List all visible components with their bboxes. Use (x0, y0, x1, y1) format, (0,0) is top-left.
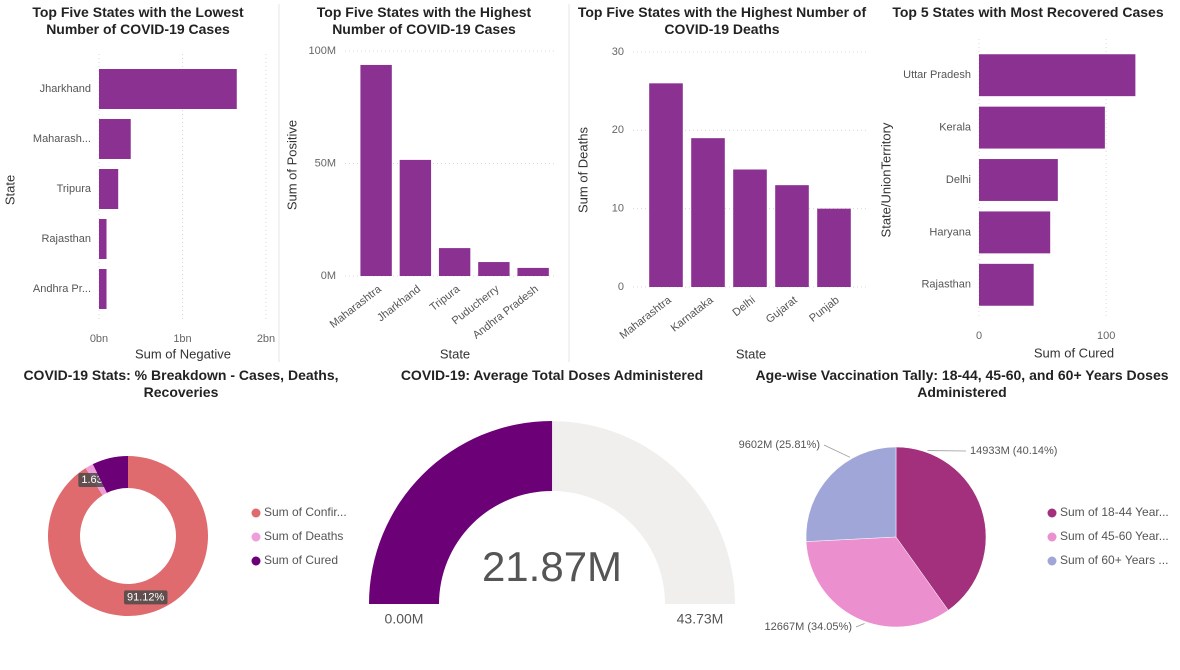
donut-slice (47, 456, 208, 617)
chart-title: COVID-19: Average Total Doses Administer… (400, 367, 704, 383)
y-tick-label: Rajasthan (41, 233, 91, 245)
bar (399, 159, 432, 276)
x-tick-label: 0 (976, 330, 982, 342)
legend-swatch (1047, 508, 1057, 518)
y-axis-title: Sum of Positive (284, 120, 299, 210)
y-tick-label: 100M (308, 45, 336, 57)
x-axis-title: Sum of Cured (1034, 345, 1114, 360)
y-axis-title: Sum of Deaths (575, 127, 590, 213)
chart-title: COVID-19 Stats: % Breakdown - Cases, Dea… (23, 367, 339, 400)
bar (691, 138, 725, 287)
bar (979, 106, 1105, 149)
leader-line (855, 623, 865, 628)
x-tick-label: 100 (1097, 330, 1115, 342)
x-tick-label: Karnataka (669, 294, 717, 335)
x-tick-label: Tripura (428, 283, 463, 314)
chart-title: Top Five States with the Highest Number … (577, 4, 867, 37)
x-axis-title: Sum of Negative (135, 346, 231, 361)
x-tick-label: Andhra Pradesh (471, 283, 541, 341)
bar (99, 219, 107, 259)
legend-swatch (251, 556, 261, 566)
x-tick-label: 2bn (257, 333, 275, 345)
y-tick-label: Jharkhand (40, 83, 91, 95)
x-tick-label: Punjab (807, 294, 841, 325)
bar (478, 262, 510, 276)
x-tick-label: Delhi (730, 294, 757, 319)
y-tick-label: Delhi (946, 174, 971, 186)
x-axis-title: State (736, 346, 766, 361)
x-tick-label: 1bn (173, 333, 191, 345)
bar (438, 248, 471, 276)
bar (360, 64, 392, 276)
data-label: 9602M (25.81%) (739, 439, 820, 451)
bar (99, 69, 237, 109)
data-label: 14933M (40.14%) (970, 445, 1057, 457)
legend-label: Sum of Deaths (264, 529, 343, 543)
y-tick-label: 20 (612, 124, 624, 136)
legend-label: Sum of 45-60 Year... (1060, 529, 1169, 543)
y-tick-label: Uttar Pradesh (903, 69, 971, 81)
y-tick-label: Rajasthan (921, 279, 971, 291)
bar (979, 211, 1051, 254)
leader-line (823, 444, 851, 458)
chart-title: Age-wise Vaccination Tally: 18-44, 45-60… (755, 367, 1169, 400)
pie-slice (805, 536, 949, 628)
gauge-value-label: 21.87M (482, 543, 622, 590)
chart-title: Top Five States with the Highest Number … (316, 4, 532, 37)
y-tick-label: Kerala (939, 122, 972, 134)
bar (979, 263, 1034, 306)
gauge-range-label: 43.73M (677, 611, 724, 627)
bar (979, 159, 1058, 201)
legend-label: Sum of 18-44 Year... (1060, 505, 1169, 519)
bar (517, 267, 549, 276)
chart-title: Top Five States with the Lowest Number o… (32, 4, 244, 37)
y-axis-title: State (2, 175, 17, 205)
y-axis-title: State/UnionTerritory (878, 122, 893, 237)
x-tick-label: Jharkhand (375, 283, 423, 324)
legend-swatch (1047, 532, 1057, 542)
donut-slice (92, 456, 128, 493)
bar (979, 54, 1136, 97)
x-tick-label: Gujarat (764, 294, 800, 326)
legend-label: Sum of Cured (264, 553, 338, 567)
y-tick-label: Haryana (929, 226, 971, 238)
bar (99, 119, 131, 159)
legend-swatch (1047, 556, 1057, 566)
bar (817, 208, 851, 287)
data-label-bg (123, 590, 168, 605)
y-tick-label: 0 (618, 281, 624, 293)
pie-slice (805, 446, 897, 542)
x-axis-title: State (440, 346, 470, 361)
legend-swatch (251, 532, 261, 542)
y-tick-label: 30 (612, 46, 624, 58)
y-tick-label: Andhra Pr... (33, 283, 91, 295)
x-tick-label: 0bn (90, 333, 108, 345)
x-tick-label: Maharashtra (328, 283, 385, 331)
legend-label: Sum of 60+ Years ... (1060, 553, 1168, 567)
gauge-value (369, 421, 553, 604)
bar (99, 269, 107, 309)
bar (99, 169, 119, 209)
x-tick-label: Maharashtra (618, 294, 675, 342)
y-tick-label: Maharash... (33, 133, 91, 145)
gauge-range-label: 0.00M (385, 611, 424, 627)
chart-title: Top 5 States with Most Recovered Cases (892, 4, 1164, 20)
legend-label: Sum of Confir... (264, 505, 347, 519)
data-label: 91.12% (127, 591, 165, 603)
pie-slice (895, 446, 987, 611)
y-tick-label: 50M (315, 157, 336, 169)
bar (733, 169, 767, 287)
bar (649, 83, 683, 287)
y-tick-label: Tripura (57, 183, 92, 195)
legend-swatch (251, 508, 261, 518)
y-tick-label: 10 (612, 203, 624, 215)
data-label: 12667M (34.05%) (765, 621, 852, 633)
y-tick-label: 0M (321, 270, 336, 282)
bar (775, 185, 809, 287)
